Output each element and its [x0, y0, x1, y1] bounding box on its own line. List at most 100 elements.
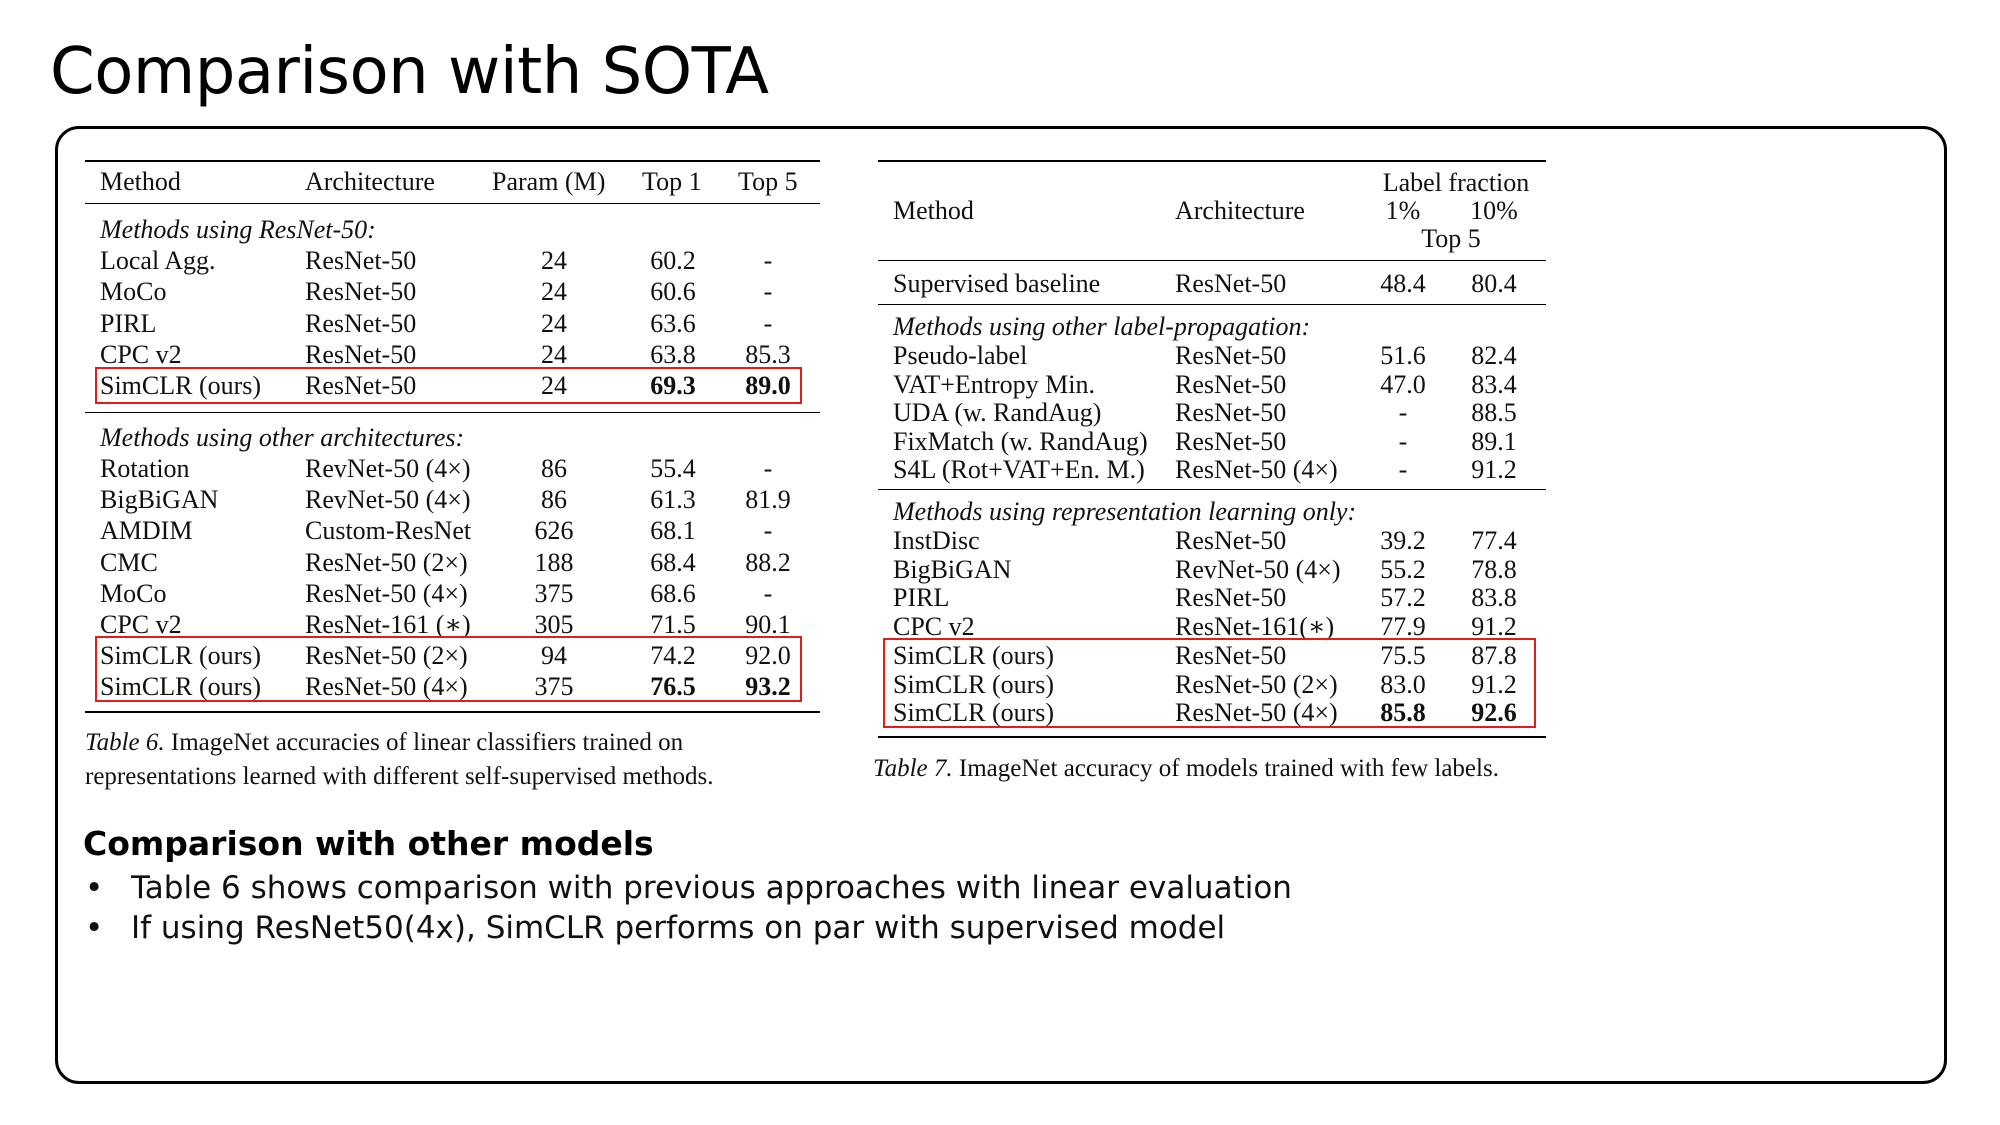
table-section-rule — [85, 412, 820, 413]
row-top1: 61.3 — [650, 485, 696, 514]
row-top1: 55.4 — [650, 454, 696, 483]
row-architecture: ResNet-50 — [305, 340, 417, 369]
row-top5: - — [763, 309, 773, 338]
row-param: 375 — [534, 579, 574, 608]
row-architecture: ResNet-50 — [305, 371, 417, 400]
row-top5: 88.2 — [745, 548, 791, 577]
row-architecture: ResNet-50 (4×) — [305, 579, 468, 608]
row-10pct: 77.4 — [1471, 526, 1517, 555]
row-top1: 68.1 — [650, 516, 696, 545]
table-bottom-rule — [878, 736, 1546, 738]
row-1pct: 83.0 — [1380, 670, 1426, 699]
content-frame — [55, 126, 1947, 1084]
row-architecture: ResNet-50 — [305, 246, 417, 275]
row-architecture: ResNet-50 (2×) — [1175, 670, 1338, 699]
row-top5: 81.9 — [745, 485, 791, 514]
row-architecture: ResNet-50 — [305, 277, 417, 306]
table-top-rule — [85, 160, 820, 162]
row-method: InstDisc — [893, 526, 980, 555]
row-architecture: ResNet-50 — [305, 309, 417, 338]
row-architecture: RevNet-50 (4×) — [305, 485, 471, 514]
highlight-box — [95, 636, 802, 702]
table-top-rule — [878, 160, 1546, 162]
row-param: 94 — [541, 641, 567, 670]
row-method: PIRL — [893, 583, 950, 612]
row-method: Local Agg. — [100, 246, 216, 275]
row-top5: - — [763, 579, 773, 608]
section-label: Methods using representation learning on… — [893, 497, 1357, 526]
row-1pct: - — [1398, 427, 1408, 456]
row-1pct: 55.2 — [1380, 555, 1426, 584]
row-10pct: 92.6 — [1471, 698, 1517, 727]
row-1pct: 77.9 — [1380, 612, 1426, 641]
caption-text: ImageNet accuracy of models trained with… — [952, 755, 1499, 782]
row-top1: 76.5 — [650, 672, 696, 701]
row-1pct: 47.0 — [1380, 370, 1426, 399]
header-method: Method — [893, 196, 974, 225]
row-top5: - — [763, 454, 773, 483]
row-top1: 69.3 — [650, 371, 696, 400]
row-top1: 60.6 — [650, 277, 696, 306]
row-param: 626 — [534, 516, 574, 545]
row-method: Rotation — [100, 454, 190, 483]
row-top5: - — [763, 277, 773, 306]
caption-label: Table 6. — [85, 729, 165, 756]
row-top5: 93.2 — [745, 672, 791, 701]
row-top5: 90.1 — [745, 610, 791, 639]
section-label: Methods using other label-propagation: — [893, 312, 1311, 341]
row-architecture: ResNet-50 (4×) — [1175, 455, 1338, 484]
header-label-fraction: Label fraction — [1382, 168, 1530, 197]
header-architecture: Architecture — [1175, 196, 1305, 225]
row-1pct: - — [1398, 398, 1408, 427]
row-param: 24 — [541, 277, 567, 306]
row-method: MoCo — [100, 277, 167, 306]
row-method: VAT+Entropy Min. — [893, 370, 1095, 399]
header-param: Param (M) — [492, 167, 606, 196]
row-method: Pseudo-label — [893, 341, 1028, 370]
header-top5: Top 5 — [738, 167, 798, 196]
row-architecture: ResNet-50 — [1175, 341, 1287, 370]
header-1pct: 1% — [1385, 196, 1421, 225]
row-top5: 85.3 — [745, 340, 791, 369]
row-10pct: 82.4 — [1471, 341, 1517, 370]
row-1pct: 85.8 — [1380, 698, 1426, 727]
table-6-caption: Table 6. ImageNet accuracies of linear c… — [85, 726, 830, 794]
row-method: SimCLR (ours) — [893, 670, 1055, 699]
row-param: 375 — [534, 672, 574, 701]
row-1pct: 39.2 — [1380, 526, 1426, 555]
row-10pct: 80.4 — [1471, 269, 1517, 298]
row-1pct: 48.4 — [1380, 269, 1426, 298]
row-param: 305 — [534, 610, 574, 639]
row-architecture: ResNet-50 (4×) — [1175, 698, 1338, 727]
row-top1: 63.6 — [650, 309, 696, 338]
row-method: SimCLR (ours) — [893, 641, 1055, 670]
table-7-caption: Table 7. ImageNet accuracy of models tra… — [873, 752, 1573, 786]
row-architecture: ResNet-50 — [1175, 427, 1287, 456]
section-heading: Comparison with other models — [83, 824, 654, 863]
row-architecture: ResNet-50 (4×) — [305, 672, 468, 701]
row-method: BigBiGAN — [893, 555, 1012, 584]
row-param: 24 — [541, 246, 567, 275]
row-method: CPC v2 — [100, 610, 182, 639]
row-10pct: 78.8 — [1471, 555, 1517, 584]
row-top1: 60.2 — [650, 246, 696, 275]
row-method: SimCLR (ours) — [893, 698, 1055, 727]
row-top5: 89.0 — [745, 371, 791, 400]
row-architecture: ResNet-161 (∗) — [305, 610, 471, 639]
row-1pct: 57.2 — [1380, 583, 1426, 612]
row-method: CPC v2 — [100, 340, 182, 369]
row-1pct: 51.6 — [1380, 341, 1426, 370]
bullet-item: Table 6 shows comparison with previous a… — [83, 868, 1292, 908]
row-param: 86 — [541, 485, 567, 514]
row-method: SimCLR (ours) — [100, 371, 262, 400]
table-section-rule — [878, 304, 1546, 305]
row-1pct: - — [1398, 455, 1408, 484]
row-top1: 71.5 — [650, 610, 696, 639]
row-method: FixMatch (w. RandAug) — [893, 427, 1148, 456]
row-architecture: RevNet-50 (4×) — [305, 454, 471, 483]
row-architecture: ResNet-50 — [1175, 269, 1287, 298]
row-top5: - — [763, 246, 773, 275]
row-top1: 74.2 — [650, 641, 696, 670]
row-method: AMDIM — [100, 516, 193, 545]
header-top5: Top 5 — [1421, 224, 1481, 253]
